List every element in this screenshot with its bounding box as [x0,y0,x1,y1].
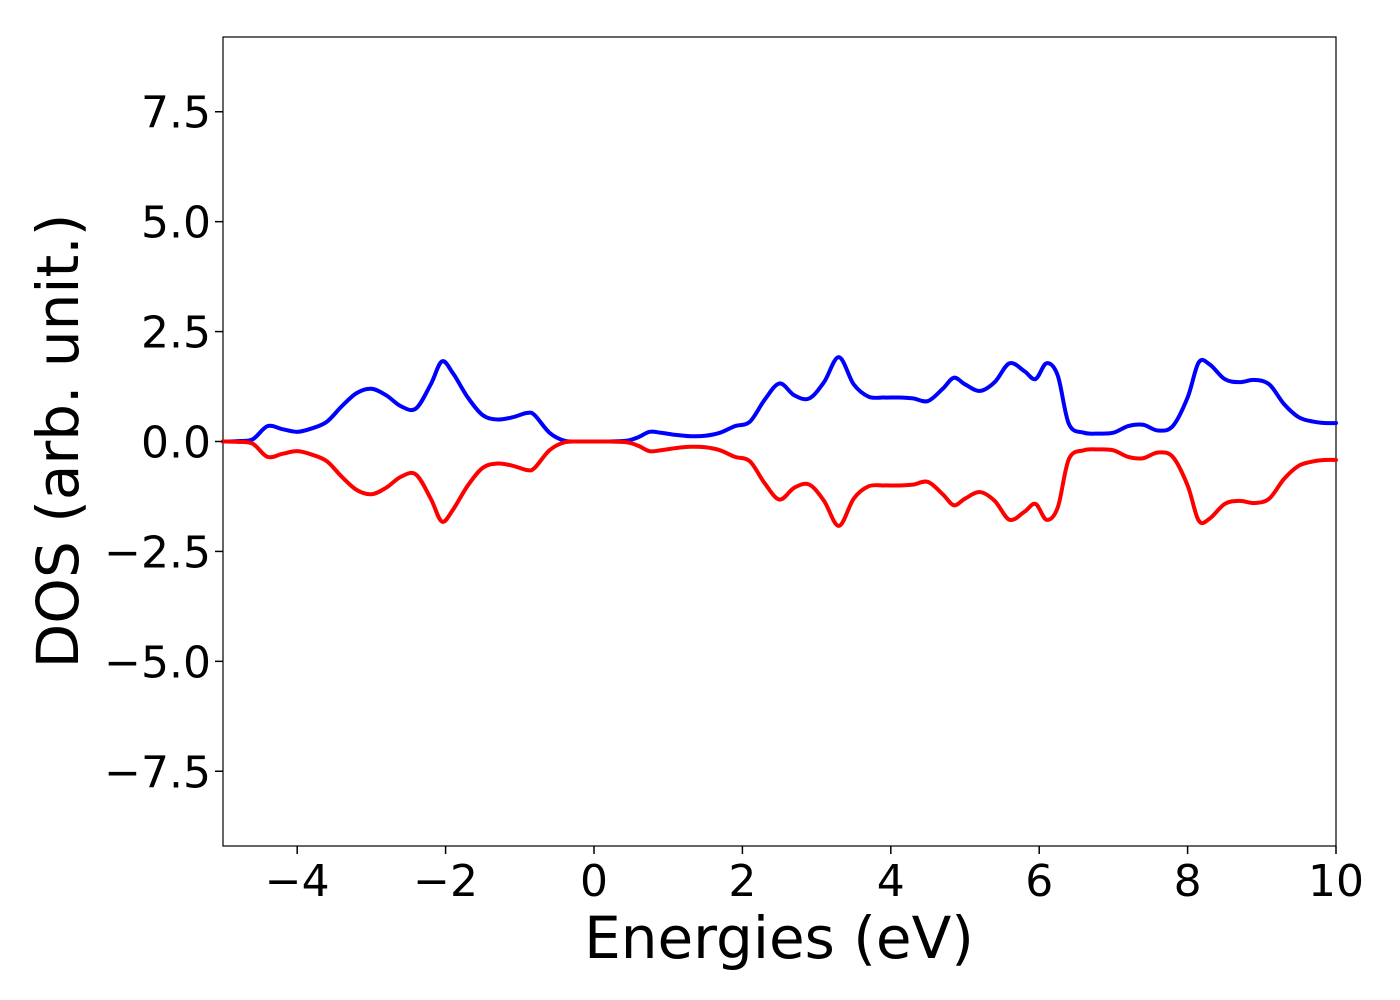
y-tick-label: 7.5 [141,88,211,139]
x-tick-label: −4 [265,856,330,907]
y-tick-label: 5.0 [141,198,211,249]
y-tick-label: 0.0 [141,418,211,469]
y-axis-label: DOS (arb. unit.) [24,214,92,669]
y-tick-label: 2.5 [141,308,211,359]
x-tick-label: 0 [580,856,608,907]
series-line-2 [221,439,1338,528]
plot-frame [222,36,1337,847]
y-tick-label: −2.5 [104,527,211,578]
x-tick-label: 6 [1025,856,1053,907]
y-tick-label: −7.5 [104,747,211,798]
y-axis: 7.5 5.0 2.5 0.0 −2.5 −5.0 −7.5 [104,88,223,798]
series-layer [221,355,1338,528]
x-axis: −4 −2 0 2 4 6 8 10 [265,846,1364,907]
x-tick-label: 2 [728,856,756,907]
x-axis-label: Energies (eV) [584,904,974,972]
x-tick-label: 10 [1308,856,1364,907]
plot-area [222,36,1337,847]
series-line-1 [221,355,1338,444]
x-tick-label: −2 [413,856,478,907]
x-tick-label: 8 [1174,856,1202,907]
y-tick-label: −5.0 [104,637,211,688]
x-tick-label: 4 [877,856,905,907]
